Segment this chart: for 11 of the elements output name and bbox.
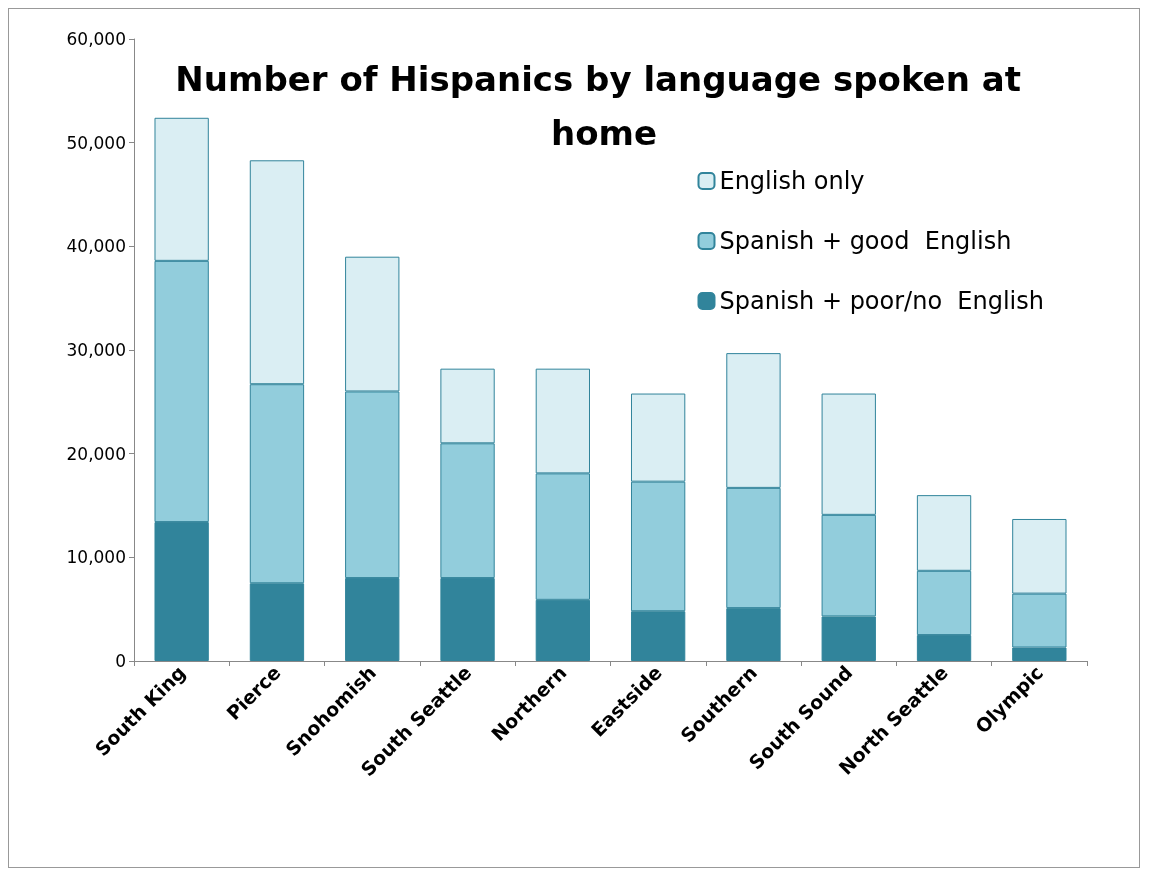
- legend-label: Spanish + good English: [719, 227, 1012, 255]
- text: Number of Hispanics by language spoken at home: [175, 59, 1033, 153]
- legend-label: English only: [719, 167, 865, 195]
- y-tick-label: 40,000: [66, 236, 126, 257]
- y-tick-label: 0: [115, 651, 126, 671]
- y-tick-label: 60,000: [66, 29, 126, 49]
- y-tick-label: 30,000: [66, 340, 126, 360]
- y-tick-label: 50,000: [66, 132, 126, 153]
- y-tick-label: 20,000: [66, 443, 126, 464]
- y-tick-label: 10,000: [66, 547, 126, 568]
- legend-label: Spanish + poor/no English: [719, 287, 1045, 315]
